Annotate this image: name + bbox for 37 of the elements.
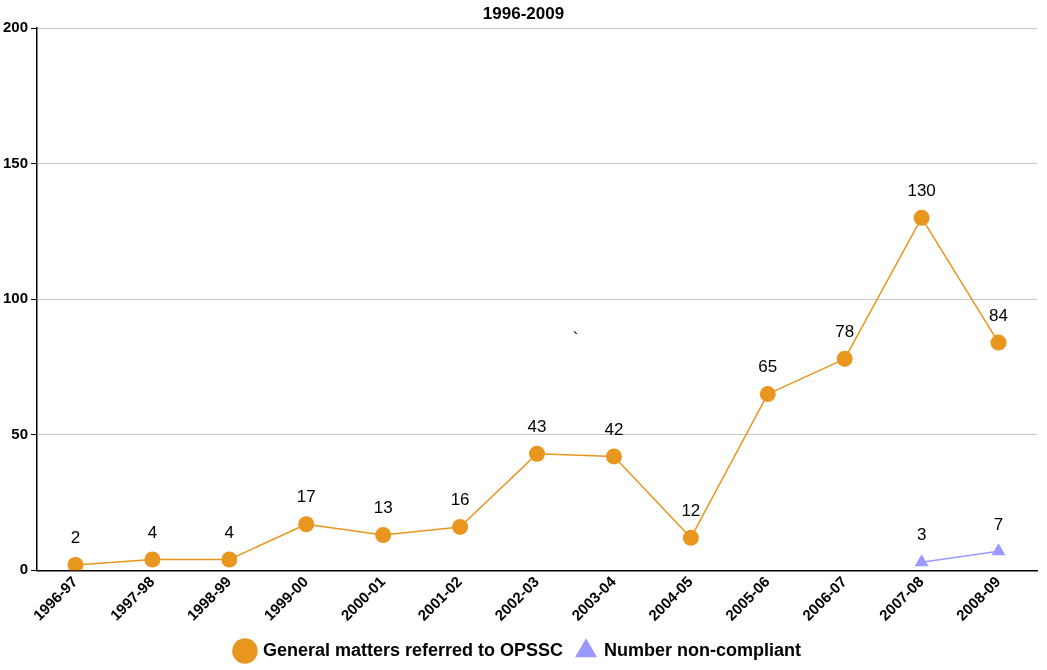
y-tick-label: 150 [3, 153, 29, 171]
data-label: 17 [296, 487, 316, 507]
point [298, 516, 315, 533]
data-label: 4 [224, 522, 235, 542]
data-label: 42 [604, 419, 624, 439]
y-tick-label: 200 [3, 18, 29, 36]
data-label: 12 [681, 500, 701, 520]
legend-label: Number non-compliant [604, 639, 802, 660]
data-label: 2 [70, 528, 81, 548]
point [67, 556, 84, 571]
data-label: 43 [527, 416, 547, 436]
data-label: 3 [916, 525, 927, 545]
y-tick-label: 100 [3, 289, 29, 307]
point [990, 334, 1007, 351]
point [529, 445, 546, 462]
data-label: 84 [989, 305, 1008, 325]
point [759, 386, 776, 403]
point [605, 448, 622, 465]
point [836, 350, 853, 367]
chart-title: 1996-2009 [482, 4, 565, 23]
annotation: ` [572, 329, 579, 349]
data-label: 130 [907, 181, 936, 201]
y-tick-label: 0 [19, 560, 29, 578]
data-label: 7 [993, 514, 1004, 534]
data-label: 4 [147, 522, 158, 542]
y-tick-label: 50 [11, 424, 29, 442]
point [144, 551, 161, 568]
point [452, 518, 469, 535]
data-label: 16 [450, 490, 470, 510]
data-label: 65 [758, 357, 778, 377]
data-label: 13 [373, 498, 393, 518]
point [221, 551, 238, 568]
point [375, 527, 392, 544]
data-label: 78 [835, 322, 855, 342]
point [682, 529, 699, 546]
point [913, 209, 930, 226]
legend-label: General matters referred to OPSSC [262, 639, 564, 660]
